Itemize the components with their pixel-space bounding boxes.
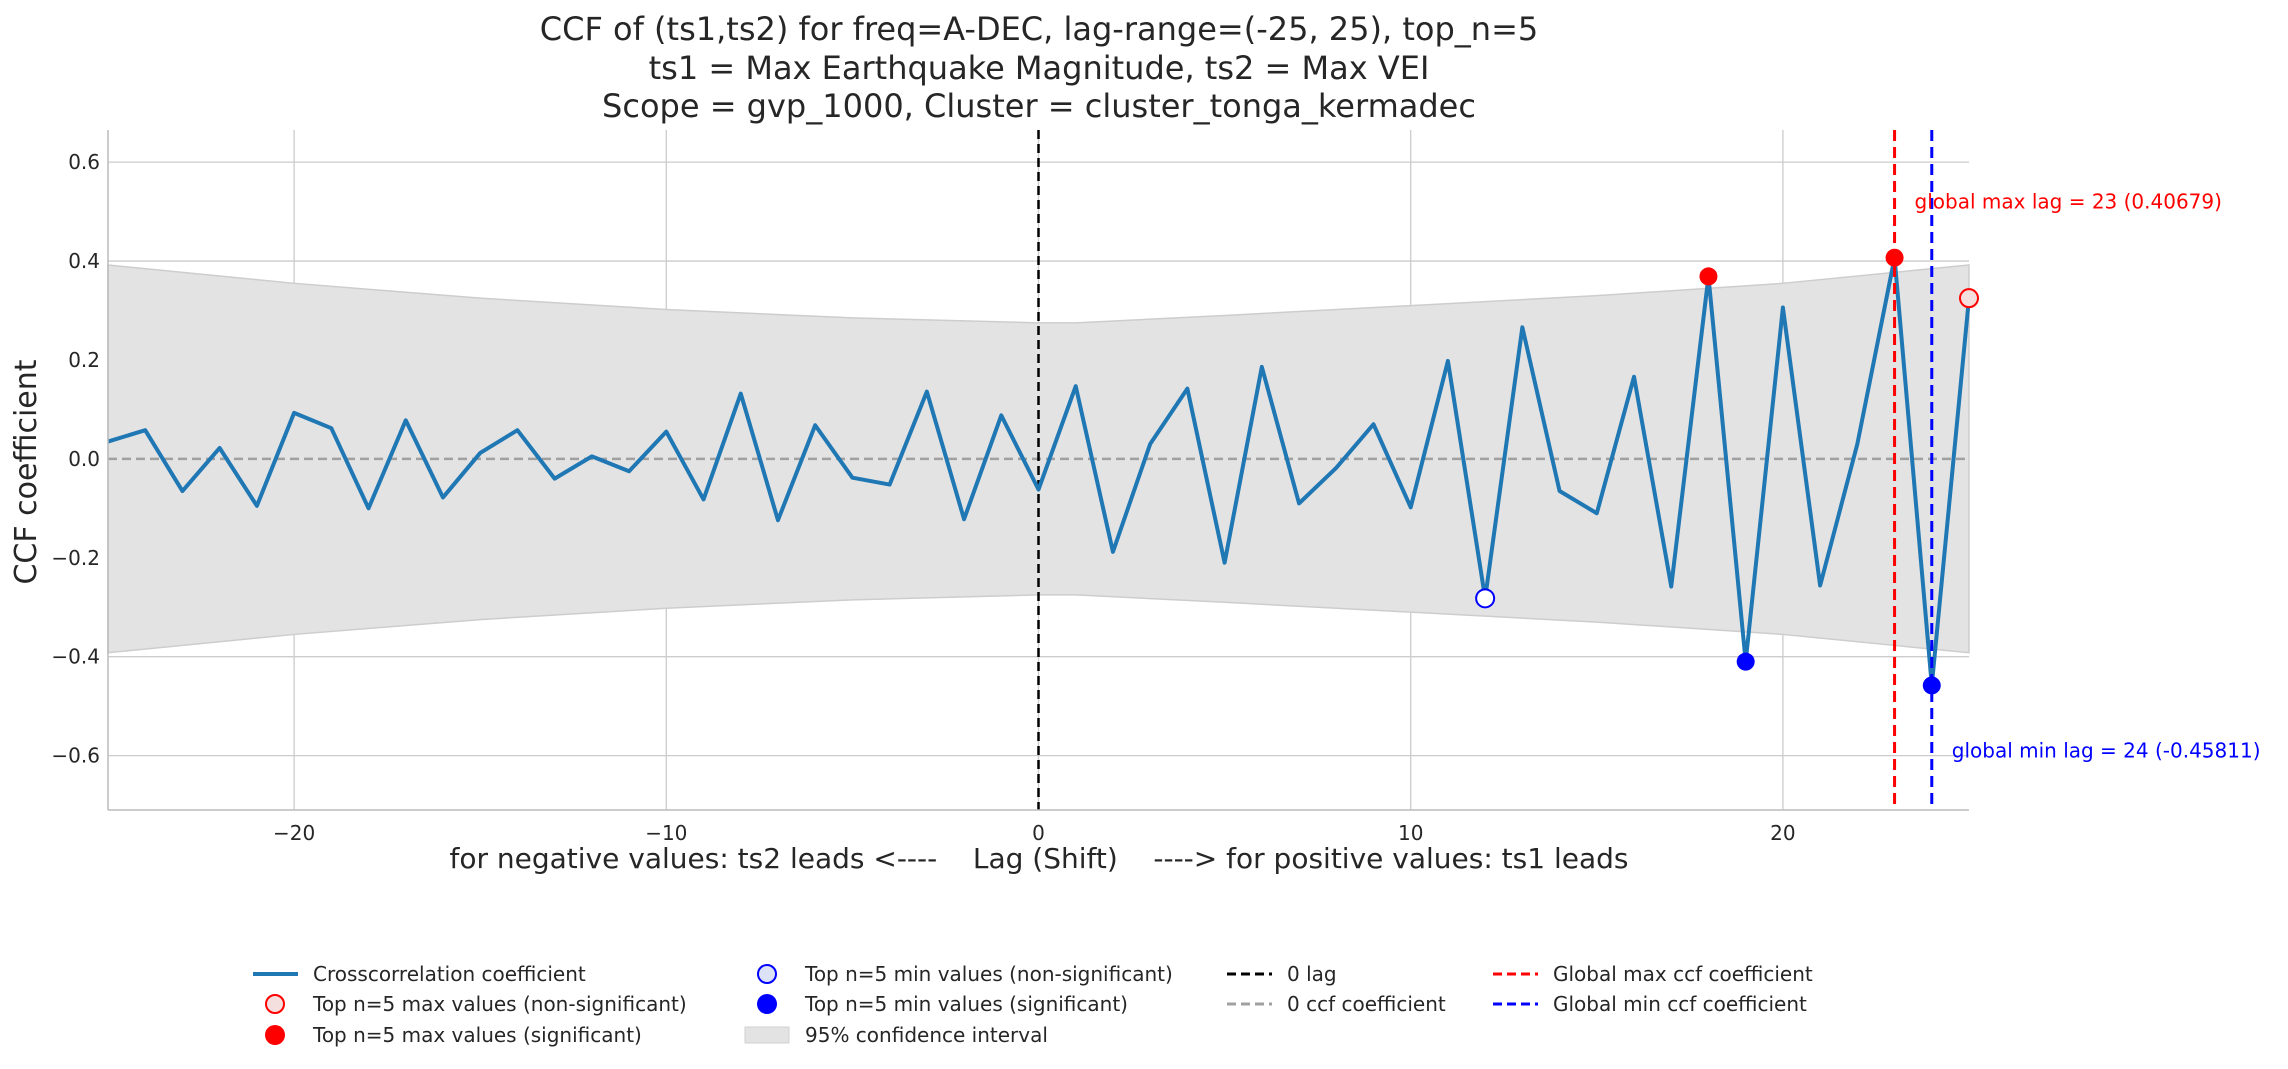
- max-significant-point: [1885, 248, 1904, 267]
- ccf-series-line: [107, 255, 1971, 688]
- x-tick-label: 10: [1398, 821, 1423, 845]
- title-line-1: CCF of (ts1,ts2) for freq=A-DEC, lag-ran…: [540, 10, 1538, 48]
- plot-area: global max lag = 23 (0.40679) global min …: [107, 130, 2261, 811]
- legend-label: Crosscorrelation coefficient: [313, 962, 586, 986]
- series: [107, 130, 1971, 810]
- legend-label: Global max ccf coefficient: [1553, 962, 1813, 986]
- x-axis-label: for negative values: ts2 leads <---- Lag…: [450, 842, 1629, 875]
- min-significant-point: [1736, 652, 1755, 671]
- legend-label: 0 lag: [1287, 962, 1337, 986]
- x-tick-label: −10: [645, 821, 687, 845]
- min-significant-point: [1922, 676, 1941, 695]
- max-nonsignificant-point: [1959, 288, 1979, 309]
- chart-title: CCF of (ts1,ts2) for freq=A-DEC, lag-ran…: [540, 10, 1538, 125]
- title-line-3: Scope = gvp_1000, Cluster = cluster_tong…: [602, 87, 1476, 125]
- y-tick-label: −0.4: [51, 645, 100, 669]
- legend-label: Top n=5 min values (non-significant): [804, 962, 1173, 986]
- legend-label: Top n=5 min values (significant): [804, 992, 1128, 1016]
- legend-label: Top n=5 max values (non-significant): [312, 992, 687, 1016]
- y-tick-label: −0.2: [51, 546, 100, 570]
- max-significant-point: [1699, 267, 1718, 286]
- legend-label: Top n=5 max values (significant): [312, 1023, 642, 1047]
- legend: Crosscorrelation coefficient Top n=5 max …: [253, 962, 1813, 1047]
- global-min-annotation: global min lag = 24 (-0.45811): [1952, 739, 2261, 763]
- markers: [1475, 248, 1979, 695]
- y-tick-labels: −0.6 −0.4 −0.2 0.0 0.2 0.4 0.6: [51, 150, 100, 767]
- y-tick-label: 0.6: [68, 150, 100, 174]
- y-axis-label: CCF coefficient: [9, 359, 44, 584]
- legend-label: 95% confidence interval: [805, 1023, 1048, 1047]
- x-tick-label: −20: [273, 821, 315, 845]
- x-tick-labels: −20 −10 0 10 20: [273, 821, 1796, 845]
- x-tick-label: 0: [1032, 821, 1045, 845]
- y-tick-label: 0.4: [68, 249, 100, 273]
- y-tick-label: −0.6: [51, 744, 100, 768]
- legend-max-nonsig-symbol: [265, 994, 285, 1014]
- y-tick-label: 0.2: [68, 348, 100, 372]
- axes: [107, 130, 1969, 811]
- global-max-annotation: global max lag = 23 (0.40679): [1915, 190, 2222, 214]
- y-tick-label: 0.0: [68, 447, 100, 471]
- legend-label: 0 ccf coefficient: [1287, 992, 1446, 1016]
- legend-min-sig-symbol: [757, 994, 777, 1014]
- title-line-2: ts1 = Max Earthquake Magnitude, ts2 = Ma…: [649, 49, 1430, 87]
- legend-min-nonsig-symbol: [757, 964, 777, 984]
- reference-lines: [108, 130, 1969, 810]
- legend-ci-symbol: [744, 1026, 790, 1044]
- legend-max-sig-symbol: [265, 1025, 285, 1045]
- annotations: global max lag = 23 (0.40679) global min …: [1915, 190, 2261, 763]
- legend-label: Global min ccf coefficient: [1553, 992, 1807, 1016]
- x-tick-label: 20: [1770, 821, 1795, 845]
- min-nonsignificant-point: [1475, 588, 1496, 609]
